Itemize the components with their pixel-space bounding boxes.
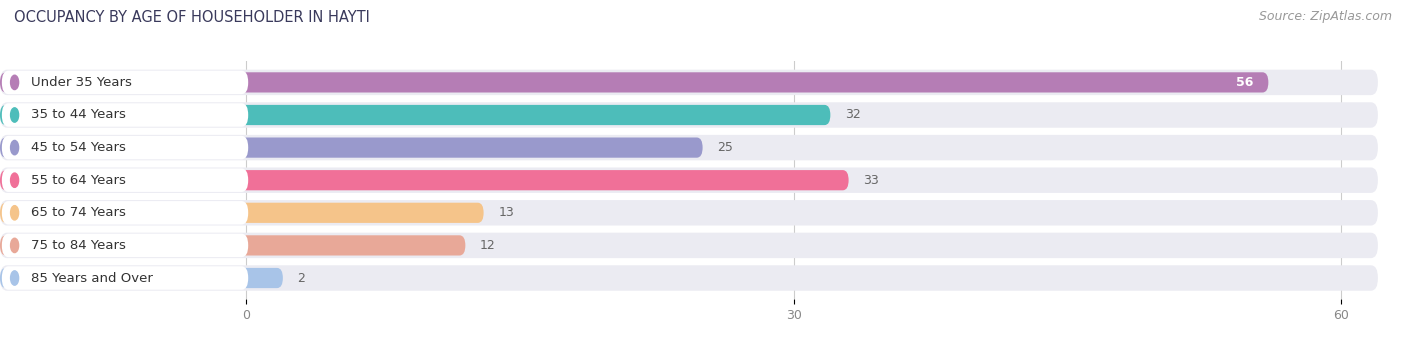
Text: Source: ZipAtlas.com: Source: ZipAtlas.com [1258, 10, 1392, 23]
Text: 32: 32 [845, 108, 860, 121]
Text: 65 to 74 Years: 65 to 74 Years [31, 206, 127, 219]
Circle shape [11, 108, 18, 122]
FancyBboxPatch shape [0, 102, 1378, 128]
FancyBboxPatch shape [0, 105, 831, 125]
Text: 25: 25 [717, 141, 733, 154]
FancyBboxPatch shape [0, 70, 1378, 95]
Text: 45 to 54 Years: 45 to 54 Years [31, 141, 127, 154]
FancyBboxPatch shape [0, 235, 465, 256]
FancyBboxPatch shape [0, 265, 1378, 291]
FancyBboxPatch shape [1, 234, 249, 257]
Circle shape [11, 206, 18, 220]
FancyBboxPatch shape [0, 233, 1378, 258]
Text: OCCUPANCY BY AGE OF HOUSEHOLDER IN HAYTI: OCCUPANCY BY AGE OF HOUSEHOLDER IN HAYTI [14, 10, 370, 25]
FancyBboxPatch shape [0, 268, 283, 288]
Circle shape [11, 75, 18, 89]
FancyBboxPatch shape [1, 71, 249, 94]
Text: 13: 13 [498, 206, 515, 219]
Circle shape [11, 140, 18, 155]
FancyBboxPatch shape [1, 103, 249, 127]
Text: 55 to 64 Years: 55 to 64 Years [31, 174, 127, 187]
Text: 33: 33 [863, 174, 879, 187]
FancyBboxPatch shape [0, 135, 1378, 160]
FancyBboxPatch shape [0, 200, 1378, 225]
FancyBboxPatch shape [1, 168, 249, 192]
FancyBboxPatch shape [0, 203, 484, 223]
FancyBboxPatch shape [0, 170, 849, 190]
Circle shape [11, 238, 18, 253]
Text: 2: 2 [298, 272, 305, 285]
Text: 56: 56 [1236, 76, 1254, 89]
FancyBboxPatch shape [1, 266, 249, 290]
Circle shape [11, 271, 18, 285]
Circle shape [11, 173, 18, 187]
FancyBboxPatch shape [0, 168, 1378, 193]
Text: 75 to 84 Years: 75 to 84 Years [31, 239, 127, 252]
FancyBboxPatch shape [1, 201, 249, 224]
Text: 12: 12 [479, 239, 496, 252]
FancyBboxPatch shape [0, 72, 1268, 92]
FancyBboxPatch shape [1, 136, 249, 159]
Text: Under 35 Years: Under 35 Years [31, 76, 132, 89]
FancyBboxPatch shape [0, 137, 703, 158]
Text: 85 Years and Over: 85 Years and Over [31, 272, 153, 285]
Text: 35 to 44 Years: 35 to 44 Years [31, 108, 127, 121]
